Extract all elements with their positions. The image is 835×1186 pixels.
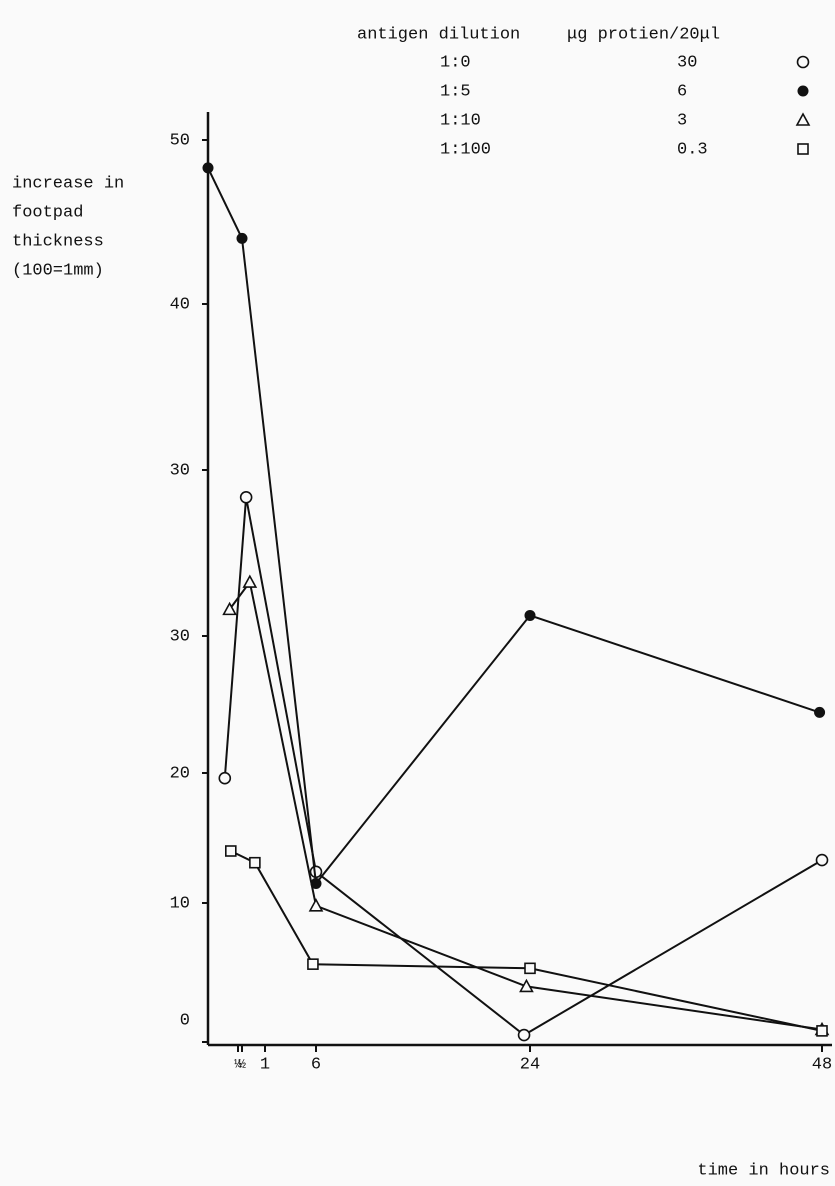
x-tick-label: 24: [520, 1055, 540, 1074]
data-point: [814, 706, 826, 718]
y-tick-label: 30: [170, 627, 190, 646]
data-point: [517, 1028, 531, 1042]
y-tick-label: 0: [180, 1011, 190, 1030]
data-point: [249, 856, 261, 869]
data-point: [524, 962, 536, 975]
y-tick-label: 50: [170, 131, 190, 150]
data-point: [239, 490, 253, 504]
data-point: [225, 845, 237, 857]
x-tick-label: 6: [311, 1055, 321, 1074]
y-axis-label: increase in: [12, 174, 124, 193]
legend-header: μg protien/20μl: [567, 25, 720, 44]
x-axis-label: time in hours: [697, 1161, 830, 1180]
data-point: [222, 601, 237, 616]
y-axis-label: footpad: [12, 203, 83, 222]
data-point: [236, 232, 248, 244]
legend-label: 1:10: [440, 111, 481, 130]
data-point: [242, 574, 258, 588]
data-point: [310, 878, 322, 889]
data-point: [307, 958, 319, 970]
legend-marker: [797, 85, 809, 97]
y-axis-label: (100=1mm): [12, 261, 104, 280]
x-tick-label: 1: [260, 1055, 270, 1074]
x-tick-label: ½: [238, 1056, 246, 1071]
y-tick-label: 40: [170, 295, 190, 314]
data-point: [202, 162, 214, 174]
y-tick-label: 20: [170, 764, 190, 783]
y-tick-label: 10: [170, 894, 190, 913]
data-point: [815, 853, 829, 867]
legend-label: 1:0: [440, 53, 471, 72]
x-tick-label: ¼: [234, 1056, 242, 1071]
x-tick-label: 48: [812, 1055, 832, 1074]
legend-marker: [796, 55, 810, 69]
legend-value: 6: [677, 82, 687, 101]
y-tick-label: 30: [170, 461, 190, 480]
y-axis-label: thickness: [12, 232, 104, 251]
data-point: [816, 1025, 828, 1037]
legend-header: antigen dilution: [357, 25, 520, 44]
legend-value: 3: [677, 111, 687, 130]
legend-marker: [795, 112, 811, 126]
legend-marker: [797, 143, 809, 155]
data-point: [218, 771, 232, 785]
data-point: [519, 978, 534, 993]
legend-label: 1:5: [440, 82, 471, 101]
data-point: [524, 609, 536, 621]
data-point: [308, 898, 324, 912]
legend-label: 1:100: [440, 140, 491, 159]
legend-value: 0.3: [677, 140, 708, 159]
legend-value: 30: [677, 53, 697, 72]
